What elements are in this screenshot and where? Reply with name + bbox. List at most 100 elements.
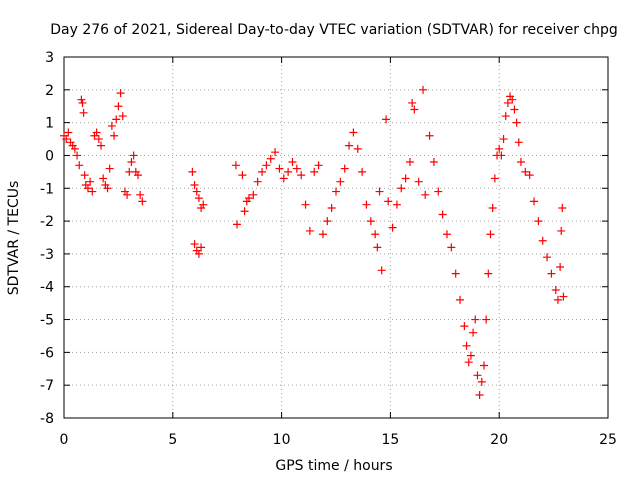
data-point [77, 95, 86, 104]
data-point [284, 167, 293, 176]
data-point [373, 243, 382, 252]
data-point [332, 187, 340, 196]
data-point [240, 207, 249, 216]
data-point [477, 377, 486, 386]
data-point [194, 249, 203, 258]
data-point [327, 203, 336, 212]
data-point [345, 141, 354, 150]
data-point [192, 187, 201, 196]
data-point [253, 177, 262, 186]
x-tick-label: 20 [490, 432, 508, 448]
data-point [558, 203, 567, 212]
chart-title: Day 276 of 2021, Sidereal Day-to-day VTE… [50, 22, 618, 38]
data-point [408, 98, 417, 107]
data-point [462, 341, 471, 350]
x-axis-label: GPS time / hours [275, 458, 392, 474]
data-point [340, 164, 349, 173]
data-point [557, 226, 566, 235]
data-point [190, 240, 199, 249]
y-tick-label: -3 [40, 247, 54, 263]
data-point [534, 217, 543, 226]
data-point [471, 315, 480, 324]
data-point [375, 187, 384, 196]
data-point [512, 118, 521, 127]
data-point [429, 158, 438, 167]
data-point [392, 200, 401, 209]
y-tick-label: -5 [40, 313, 54, 329]
data-point [510, 105, 519, 114]
data-point [64, 128, 73, 137]
data-point [194, 194, 203, 203]
data-point [232, 220, 241, 229]
data-point [103, 184, 112, 193]
data-point [292, 164, 301, 173]
data-point [83, 184, 92, 193]
data-point [96, 141, 105, 150]
plot-frame [63, 56, 609, 419]
data-point [469, 328, 478, 337]
data-point [138, 197, 147, 206]
y-tick-label: -4 [40, 280, 54, 296]
data-point [543, 253, 552, 262]
data-point [305, 226, 314, 235]
data-point [503, 98, 512, 107]
data-point [62, 135, 71, 144]
y-axis-label: SDTVAR / TECUs [6, 181, 22, 296]
data-point [553, 295, 562, 304]
data-point [231, 161, 240, 170]
data-point [79, 108, 88, 117]
data-point [410, 105, 419, 114]
y-tick-label: -1 [40, 181, 54, 197]
data-point [479, 361, 488, 370]
data-point [464, 358, 473, 367]
data-point [136, 190, 145, 199]
data-point [238, 171, 247, 180]
data-point [275, 164, 284, 173]
data-point [486, 230, 495, 239]
data-point [114, 102, 123, 111]
data-point [262, 161, 271, 170]
y-tick-label: -6 [40, 345, 54, 361]
data-point [92, 128, 101, 137]
data-point [525, 171, 534, 180]
data-point [310, 167, 319, 176]
data-point [556, 263, 565, 272]
data-point [80, 171, 89, 180]
data-point [538, 236, 547, 245]
data-point [133, 171, 142, 180]
y-tick-label: -2 [40, 214, 54, 230]
data-point [499, 135, 508, 144]
data-point [288, 158, 297, 167]
data-point [362, 200, 371, 209]
data-point [123, 190, 132, 199]
data-point [514, 138, 523, 147]
data-point [279, 174, 288, 183]
data-point [199, 200, 208, 209]
data-point [188, 167, 197, 176]
data-point [460, 322, 469, 331]
data-point [318, 230, 327, 239]
data-point [475, 391, 484, 400]
data-point [323, 217, 332, 226]
data-point [73, 151, 82, 160]
data-point [490, 174, 499, 183]
data-point [258, 167, 267, 176]
data-point [497, 151, 506, 160]
data-point [547, 269, 556, 278]
data-point [434, 187, 443, 196]
data-point [358, 167, 367, 176]
data-point [107, 121, 116, 130]
data-point [447, 243, 456, 252]
x-tick-label: 5 [168, 432, 177, 448]
data-point [94, 135, 103, 144]
data-point [397, 184, 406, 193]
data-point [127, 158, 136, 167]
data-point [314, 161, 323, 170]
data-point [516, 158, 525, 167]
data-point [301, 200, 310, 209]
data-point [551, 286, 560, 295]
data-point [70, 144, 79, 153]
y-tick-label: 1 [45, 116, 54, 132]
data-point [488, 203, 497, 212]
